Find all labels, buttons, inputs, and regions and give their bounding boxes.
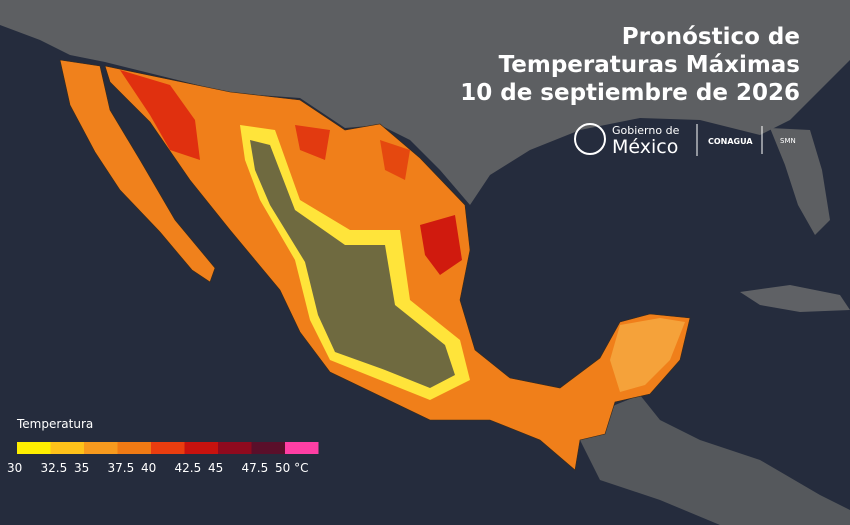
land-florida bbox=[770, 128, 830, 235]
legend-title: Temperatura bbox=[16, 417, 93, 431]
legend-swatch bbox=[251, 442, 285, 454]
logos: Gobierno de México CONAGUA SMN bbox=[574, 123, 796, 158]
legend-swatch bbox=[17, 442, 51, 454]
highland-zone bbox=[250, 140, 455, 388]
legend-tick-label: 40 bbox=[141, 461, 156, 475]
title-line: Pronóstico de bbox=[622, 24, 800, 50]
legend-swatch bbox=[218, 442, 252, 454]
legend-swatch bbox=[285, 442, 319, 454]
hot-zone bbox=[420, 215, 462, 275]
legend-swatch bbox=[184, 442, 218, 454]
legend-tick-label: 30 bbox=[7, 461, 22, 475]
legend-tick-label: 37.5 bbox=[108, 461, 135, 475]
region-baja bbox=[59, 59, 216, 283]
legend-swatch bbox=[50, 442, 84, 454]
hot-zone bbox=[120, 70, 200, 160]
logo-text: Gobierno de bbox=[612, 124, 680, 137]
legend-tick-label: 50 °C bbox=[275, 461, 308, 475]
title-line: 10 de septiembre de 2026 bbox=[460, 80, 800, 106]
land-central-america bbox=[580, 395, 850, 525]
legend: Temperatura 30 32.5 35 37.5 40 42.5 45 47.5 50 °… bbox=[7, 417, 319, 475]
yucatan-zone bbox=[610, 318, 685, 392]
title-line: Temperaturas Máximas bbox=[499, 52, 800, 78]
logo-text: México bbox=[612, 136, 678, 158]
hot-zone bbox=[295, 125, 330, 160]
legend-tick-label: 42.5 bbox=[175, 461, 202, 475]
legend-swatch bbox=[117, 442, 151, 454]
logo-text: CONAGUA bbox=[708, 137, 753, 146]
legend-swatch bbox=[151, 442, 185, 454]
land-cuba bbox=[740, 285, 850, 312]
emblem bbox=[574, 123, 606, 155]
legend-swatch bbox=[84, 442, 118, 454]
logo-text: SMN bbox=[780, 137, 796, 145]
title: Pronóstico de Temperaturas Máximas 10 de… bbox=[460, 24, 800, 106]
land-north bbox=[0, 0, 850, 205]
hot-zone bbox=[380, 140, 410, 180]
legend-tick-label: 45 bbox=[208, 461, 223, 475]
legend-tick-label: 32.5 bbox=[41, 461, 68, 475]
legend-tick-label: 35 bbox=[74, 461, 89, 475]
legend-tick-label: 47.5 bbox=[242, 461, 269, 475]
